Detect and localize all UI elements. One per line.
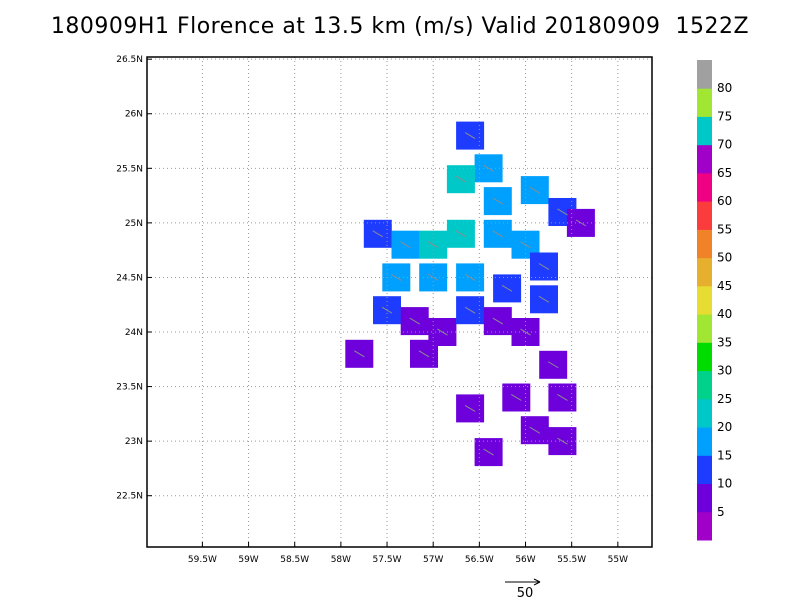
colorbar-swatch xyxy=(697,172,712,202)
wind-vector xyxy=(455,230,467,238)
colorbar-swatch xyxy=(697,144,712,174)
colorbar-label: 70 xyxy=(717,138,732,152)
x-tick-label: 59.5W xyxy=(188,555,217,565)
colorbar-swatch xyxy=(697,427,712,456)
wind-vector xyxy=(557,437,568,445)
y-tick-label: 24.5N xyxy=(116,273,143,283)
colorbar-label: 75 xyxy=(717,110,732,124)
wind-vector xyxy=(464,132,476,140)
colorbar-swatch xyxy=(697,342,712,372)
x-tick-label: 57.5W xyxy=(373,555,402,565)
colorbar-label: 45 xyxy=(717,279,732,293)
colorbar-swatch xyxy=(697,116,712,146)
grid-lines xyxy=(147,57,652,547)
wind-vector xyxy=(557,208,568,216)
wind-vector xyxy=(427,241,439,249)
wind-vector xyxy=(483,164,494,172)
y-tick-label: 25N xyxy=(125,219,143,229)
wind-vector xyxy=(492,197,504,205)
colorbar-swatch xyxy=(697,398,712,428)
colorbar-swatch xyxy=(697,370,712,400)
chart-title: 180909H1 Florence at 13.5 km (m/s) Valid… xyxy=(50,14,750,39)
colorbar-swatch xyxy=(697,229,712,259)
colorbar-label: 35 xyxy=(717,335,732,349)
colorbar-label: 25 xyxy=(717,392,732,406)
wind-vector xyxy=(538,263,550,270)
y-tick-label: 26N xyxy=(125,110,143,120)
colorbar-swatch xyxy=(697,483,712,513)
x-axis-ticks: 59.5W 59W 58.5W 58W 57.5W 57W 56.5W 56W 55.5W 55W xyxy=(188,542,628,565)
colorbar-swatch xyxy=(697,511,712,541)
colorbar-label: 60 xyxy=(717,194,732,208)
colorbar-swatch xyxy=(697,314,712,343)
colorbar-label: 5 xyxy=(717,505,725,519)
wind-vector xyxy=(418,350,430,358)
colorbar-label: 50 xyxy=(717,251,732,265)
wind-vector xyxy=(557,394,568,401)
wind-vector xyxy=(511,394,522,401)
colorbar: 5 10 15 20 25 30 35 40 45 50 55 60 65 70 75 80 xyxy=(697,60,732,541)
y-tick-label: 26.5N xyxy=(116,55,143,65)
scale-arrow-head xyxy=(533,578,541,586)
wind-vector xyxy=(538,295,550,303)
colorbar-label: 80 xyxy=(717,81,732,95)
y-tick-label: 25.5N xyxy=(116,164,143,174)
plot-frame xyxy=(146,56,653,548)
wind-vector xyxy=(529,186,541,194)
colorbar-swatch xyxy=(697,285,712,315)
wind-vector xyxy=(483,448,494,456)
wind-vector xyxy=(391,274,402,281)
y-tick-label: 24N xyxy=(125,328,143,338)
wind-vector xyxy=(464,404,476,412)
colorbar-swatch xyxy=(697,60,712,89)
colorbar-swatch xyxy=(697,257,712,287)
wind-vectors xyxy=(354,132,587,456)
vector-scale: 50 xyxy=(505,578,541,600)
colorbar-label: 40 xyxy=(717,307,732,321)
x-tick-label: 56W xyxy=(515,555,535,565)
colorbar-label: 10 xyxy=(717,477,732,491)
y-tick-label: 23N xyxy=(125,437,143,447)
colorbar-swatch xyxy=(697,201,712,230)
wind-vector xyxy=(437,328,448,336)
y-tick-label: 23.5N xyxy=(116,383,143,393)
wind-vector xyxy=(575,219,587,227)
colorbar-swatch xyxy=(697,88,712,117)
wind-vector xyxy=(381,306,393,314)
y-tick-label: 22.5N xyxy=(116,492,143,502)
wind-vector xyxy=(464,306,476,314)
wind-vector xyxy=(400,241,411,249)
wind-vector xyxy=(372,230,384,238)
wind-vector xyxy=(501,284,513,292)
colorbar-label: 65 xyxy=(717,166,732,180)
x-tick-label: 56.5W xyxy=(465,555,494,565)
wind-vector xyxy=(464,274,476,281)
colorbar-label: 55 xyxy=(717,222,732,236)
wind-vector xyxy=(354,350,365,358)
wind-vector xyxy=(427,274,439,281)
x-tick-label: 59W xyxy=(238,555,258,565)
x-tick-label: 55.5W xyxy=(557,555,586,565)
colorbar-label: 20 xyxy=(717,420,732,434)
y-axis-ticks: 26.5N 26N 25.5N 25N 24.5N 24N 23.5N 23N 22.5N xyxy=(116,55,152,502)
wind-vector xyxy=(492,317,504,325)
wind-vector xyxy=(455,175,467,183)
x-tick-label: 58W xyxy=(331,555,351,565)
wind-vector xyxy=(520,328,531,336)
wind-vector xyxy=(409,317,420,325)
scale-label: 50 xyxy=(517,586,534,600)
x-tick-label: 55W xyxy=(608,555,628,565)
wind-vector xyxy=(547,361,559,369)
wind-vector xyxy=(529,426,541,434)
wind-speed-field xyxy=(345,121,595,467)
x-tick-label: 58.5W xyxy=(280,555,309,565)
x-tick-label: 57W xyxy=(423,555,443,565)
wind-vector xyxy=(492,230,504,238)
colorbar-label: 30 xyxy=(717,364,732,378)
wind-vector xyxy=(520,241,531,249)
colorbar-swatch xyxy=(697,455,712,484)
colorbar-label: 15 xyxy=(717,448,732,462)
